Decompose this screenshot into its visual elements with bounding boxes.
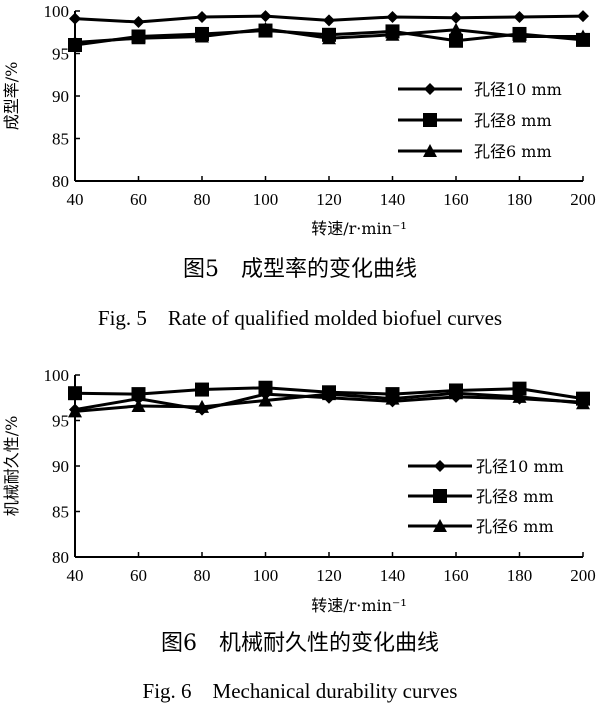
legend-marker [434,460,446,472]
legend: 孔径10 mm 孔径8 mm 孔径6 mm [408,457,564,536]
y-tick-label: 100 [44,2,70,21]
y-tick-label: 85 [52,130,69,149]
chart-2: 40 60 80 100 120 140 160 180 200 80 85 90 95 100 机械耐久性… [2,366,596,703]
legend: 孔径10 mm 孔径8 mm 孔径6 mm [398,80,562,161]
data-point [69,12,81,25]
data-point [131,31,146,45]
x-tick-label: 40 [67,566,84,585]
y-tick-label: 85 [52,503,69,522]
data-point [259,10,272,23]
y-tick-label: 80 [52,548,69,567]
data-point [449,22,463,36]
data-point [577,10,589,23]
legend-marker [423,144,437,157]
legend-marker [433,519,447,532]
y-tick-label: 100 [44,366,70,385]
data-point [576,396,590,410]
x-tick-label: 80 [194,190,211,209]
x-tick-label: 160 [443,566,469,585]
figure-caption-cn: 图5 成型率的变化曲线 [183,257,417,282]
data-point [195,29,209,43]
y-axis-label: 机械耐久性/% [2,416,21,517]
x-tick-label: 200 [570,566,596,585]
series-triangle [68,21,590,49]
x-tick-label: 140 [380,190,406,209]
series-diamond [69,10,589,29]
data-point [131,398,146,412]
data-point [195,399,209,413]
data-point [449,33,463,48]
data-point [322,387,336,401]
data-point [68,35,82,49]
y-tick-label: 95 [52,412,69,431]
data-point [195,382,209,397]
x-tick-label: 140 [380,566,406,585]
data-point [258,393,273,407]
data-point [323,14,335,27]
x-tick-label: 80 [194,566,211,585]
y-tick-label: 90 [52,457,69,476]
y-axis-label: 成型率/% [2,62,21,131]
legend-marker [424,83,436,95]
figure-caption-cn: 图6 机械耐久性的变化曲线 [161,631,439,656]
data-point [512,381,527,396]
data-point [386,10,399,23]
chart-1: 40 60 80 100 120 140 160 180 200 80 85 90 95 100 成型率/%… [2,2,596,330]
data-point [450,11,462,24]
legend-label: 孔径8 mm [474,111,552,130]
x-tick-label: 120 [316,566,342,585]
x-tick-label: 160 [443,190,469,209]
legend-label: 孔径8 mm [476,487,554,506]
y-tick-label: 80 [52,172,69,191]
data-point [131,387,146,402]
x-tick-label: 180 [507,190,533,209]
x-axis-label: 转速/r·min⁻¹ [311,219,407,238]
data-point [258,21,273,35]
data-point [513,10,526,23]
data-point [68,386,82,401]
figure-caption-en: Fig. 5 Rate of qualified molded biofuel … [98,306,502,330]
data-point [196,10,208,23]
legend-label: 孔径6 mm [476,517,554,536]
legend-marker [433,489,447,503]
x-axis-label: 转速/r·min⁻¹ [311,596,407,615]
figure-caption-en: Fig. 6 Mechanical durability curves [143,679,458,703]
x-tick-label: 180 [507,566,533,585]
data-point [258,380,273,395]
data-point [576,29,590,43]
data-point [385,391,400,405]
legend-label: 孔径10 mm [474,80,562,99]
legend-marker [423,113,437,127]
data-point [322,31,336,45]
y-tick-label: 95 [52,45,69,64]
data-point [385,27,400,41]
data-point [512,29,527,43]
x-tick-label: 40 [67,190,84,209]
data-point [68,404,82,418]
data-point [449,386,463,400]
legend-label: 孔径10 mm [476,457,564,476]
y-tick-label: 90 [52,87,69,106]
legend-label: 孔径6 mm [474,142,552,161]
x-tick-label: 60 [130,190,147,209]
x-tick-label: 100 [253,190,279,209]
x-tick-label: 100 [253,566,279,585]
x-tick-label: 120 [316,190,342,209]
series-triangle [68,386,590,418]
x-tick-label: 60 [130,566,147,585]
data-point [512,389,527,403]
x-tick-label: 200 [570,190,596,209]
data-point [132,16,145,29]
